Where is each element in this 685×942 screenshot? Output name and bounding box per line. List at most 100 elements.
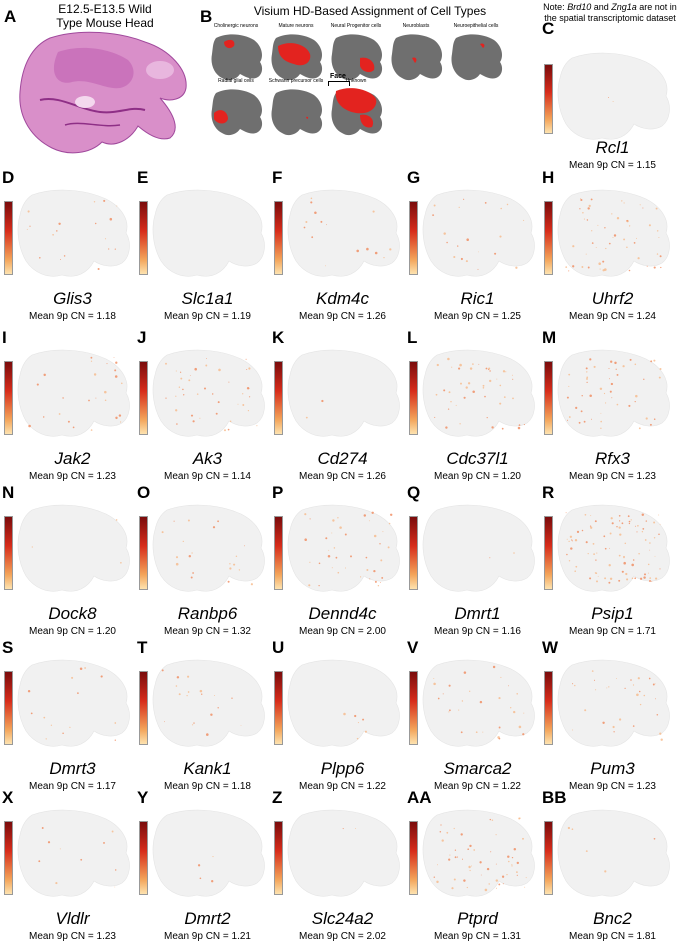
expression-spot bbox=[593, 365, 596, 368]
panel-letter: BB bbox=[542, 788, 567, 807]
expression-spot bbox=[510, 707, 512, 709]
mean-9p-copy-number: Mean 9p CN = 1.23 bbox=[569, 471, 656, 482]
expression-spot bbox=[246, 368, 248, 371]
expression-spot bbox=[602, 721, 605, 724]
expression-spot bbox=[43, 373, 46, 377]
gene-name: Bnc2 bbox=[593, 909, 632, 928]
mean-9p-copy-number: Mean 9p CN = 2.00 bbox=[299, 626, 386, 637]
expression-spot bbox=[659, 732, 662, 735]
expression-spot bbox=[478, 251, 480, 253]
spatial-expression-map bbox=[152, 189, 265, 277]
expression-spot bbox=[568, 373, 571, 376]
expression-spot bbox=[518, 725, 522, 729]
expression-spot bbox=[304, 513, 307, 516]
expression-spot bbox=[449, 854, 451, 856]
cell-type-highlight bbox=[224, 39, 235, 49]
expression-spot bbox=[658, 237, 660, 238]
note-text: Note: Brd10 and Zng1a are not in the spa… bbox=[536, 2, 684, 24]
expression-spot bbox=[482, 731, 484, 733]
expression-spot bbox=[654, 683, 656, 685]
panel-b-title: Visium HD-Based Assignment of Cell Types bbox=[253, 4, 487, 18]
expression-spot bbox=[379, 581, 381, 583]
gene-name: Dmrt2 bbox=[184, 909, 231, 928]
expression-spot bbox=[592, 543, 595, 545]
expression-spot bbox=[116, 205, 118, 207]
expression-spot bbox=[328, 549, 330, 551]
expression-spot bbox=[356, 737, 359, 740]
expression-colorbar bbox=[274, 201, 283, 275]
expression-spot bbox=[472, 390, 475, 394]
expression-spot bbox=[623, 555, 625, 558]
expression-spot bbox=[594, 520, 597, 523]
expression-spot bbox=[240, 724, 242, 726]
cell-type-map bbox=[451, 34, 503, 81]
expression-spot bbox=[331, 567, 333, 569]
expression-spot bbox=[454, 856, 457, 859]
expression-spot bbox=[643, 378, 645, 380]
expression-spot bbox=[658, 376, 661, 379]
expression-spot bbox=[97, 267, 100, 271]
expression-spot bbox=[568, 540, 570, 543]
expression-colorbar bbox=[544, 361, 553, 435]
expression-colorbar bbox=[544, 671, 553, 745]
expression-spot bbox=[461, 700, 464, 702]
expression-spot bbox=[590, 515, 592, 517]
expression-spot bbox=[187, 675, 190, 678]
expression-spot bbox=[335, 556, 338, 559]
expression-spot bbox=[325, 265, 327, 267]
expression-spot bbox=[120, 561, 122, 564]
expression-spot bbox=[211, 880, 214, 883]
expression-spot bbox=[511, 865, 513, 867]
expression-spot bbox=[574, 570, 576, 572]
spatial-expression-map bbox=[557, 659, 670, 747]
expression-spot bbox=[659, 255, 662, 258]
expression-spot bbox=[571, 539, 573, 541]
note-mid: and bbox=[591, 2, 612, 12]
expression-spot bbox=[501, 427, 504, 430]
expression-spot bbox=[201, 693, 203, 695]
expression-spot bbox=[115, 416, 118, 420]
spatial-expression-map bbox=[557, 189, 670, 277]
panel-letter: R bbox=[542, 483, 555, 502]
expression-spot bbox=[628, 225, 631, 227]
panel-letter: V bbox=[407, 638, 419, 657]
expression-spot bbox=[609, 532, 612, 535]
spatial-expression-map bbox=[287, 504, 400, 592]
expression-spot bbox=[343, 712, 346, 716]
expression-spot bbox=[618, 554, 621, 557]
expression-spot bbox=[581, 395, 583, 397]
panel-letter: M bbox=[542, 328, 557, 347]
expression-spot bbox=[354, 714, 357, 718]
expression-spot bbox=[660, 738, 663, 741]
gene-name: Dennd4c bbox=[308, 604, 377, 623]
expression-spot bbox=[469, 367, 473, 370]
expression-spot bbox=[342, 828, 344, 830]
expression-spot bbox=[193, 722, 195, 724]
expression-spot bbox=[623, 561, 626, 565]
expression-spot bbox=[368, 520, 370, 522]
expression-spot bbox=[638, 427, 641, 430]
expression-spot bbox=[465, 386, 468, 389]
spatial-expression-map bbox=[422, 189, 535, 277]
expression-spot bbox=[339, 526, 342, 529]
spatial-expression-map bbox=[422, 809, 535, 897]
expression-spot bbox=[513, 710, 516, 714]
expression-spot bbox=[508, 685, 510, 687]
spatial-expression-map bbox=[152, 659, 265, 747]
expression-spot bbox=[653, 418, 656, 420]
spatial-expression-map bbox=[557, 349, 670, 437]
expression-spot bbox=[634, 525, 636, 527]
expression-colorbar bbox=[274, 671, 283, 745]
expression-spot bbox=[214, 695, 215, 696]
expression-spot bbox=[484, 888, 488, 892]
panel-letter: G bbox=[407, 168, 421, 187]
expression-spot bbox=[164, 721, 165, 723]
expression-spot bbox=[192, 572, 194, 574]
expression-spot bbox=[183, 394, 185, 396]
expression-spot bbox=[194, 367, 197, 371]
note-gene2: Zng1a bbox=[611, 2, 637, 12]
expression-spot bbox=[653, 537, 656, 539]
expression-spot bbox=[604, 870, 607, 873]
expression-spot bbox=[478, 363, 480, 365]
expression-spot bbox=[433, 204, 436, 207]
